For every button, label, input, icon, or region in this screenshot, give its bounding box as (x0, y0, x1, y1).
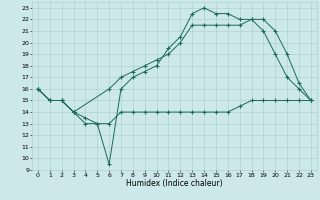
X-axis label: Humidex (Indice chaleur): Humidex (Indice chaleur) (126, 179, 223, 188)
